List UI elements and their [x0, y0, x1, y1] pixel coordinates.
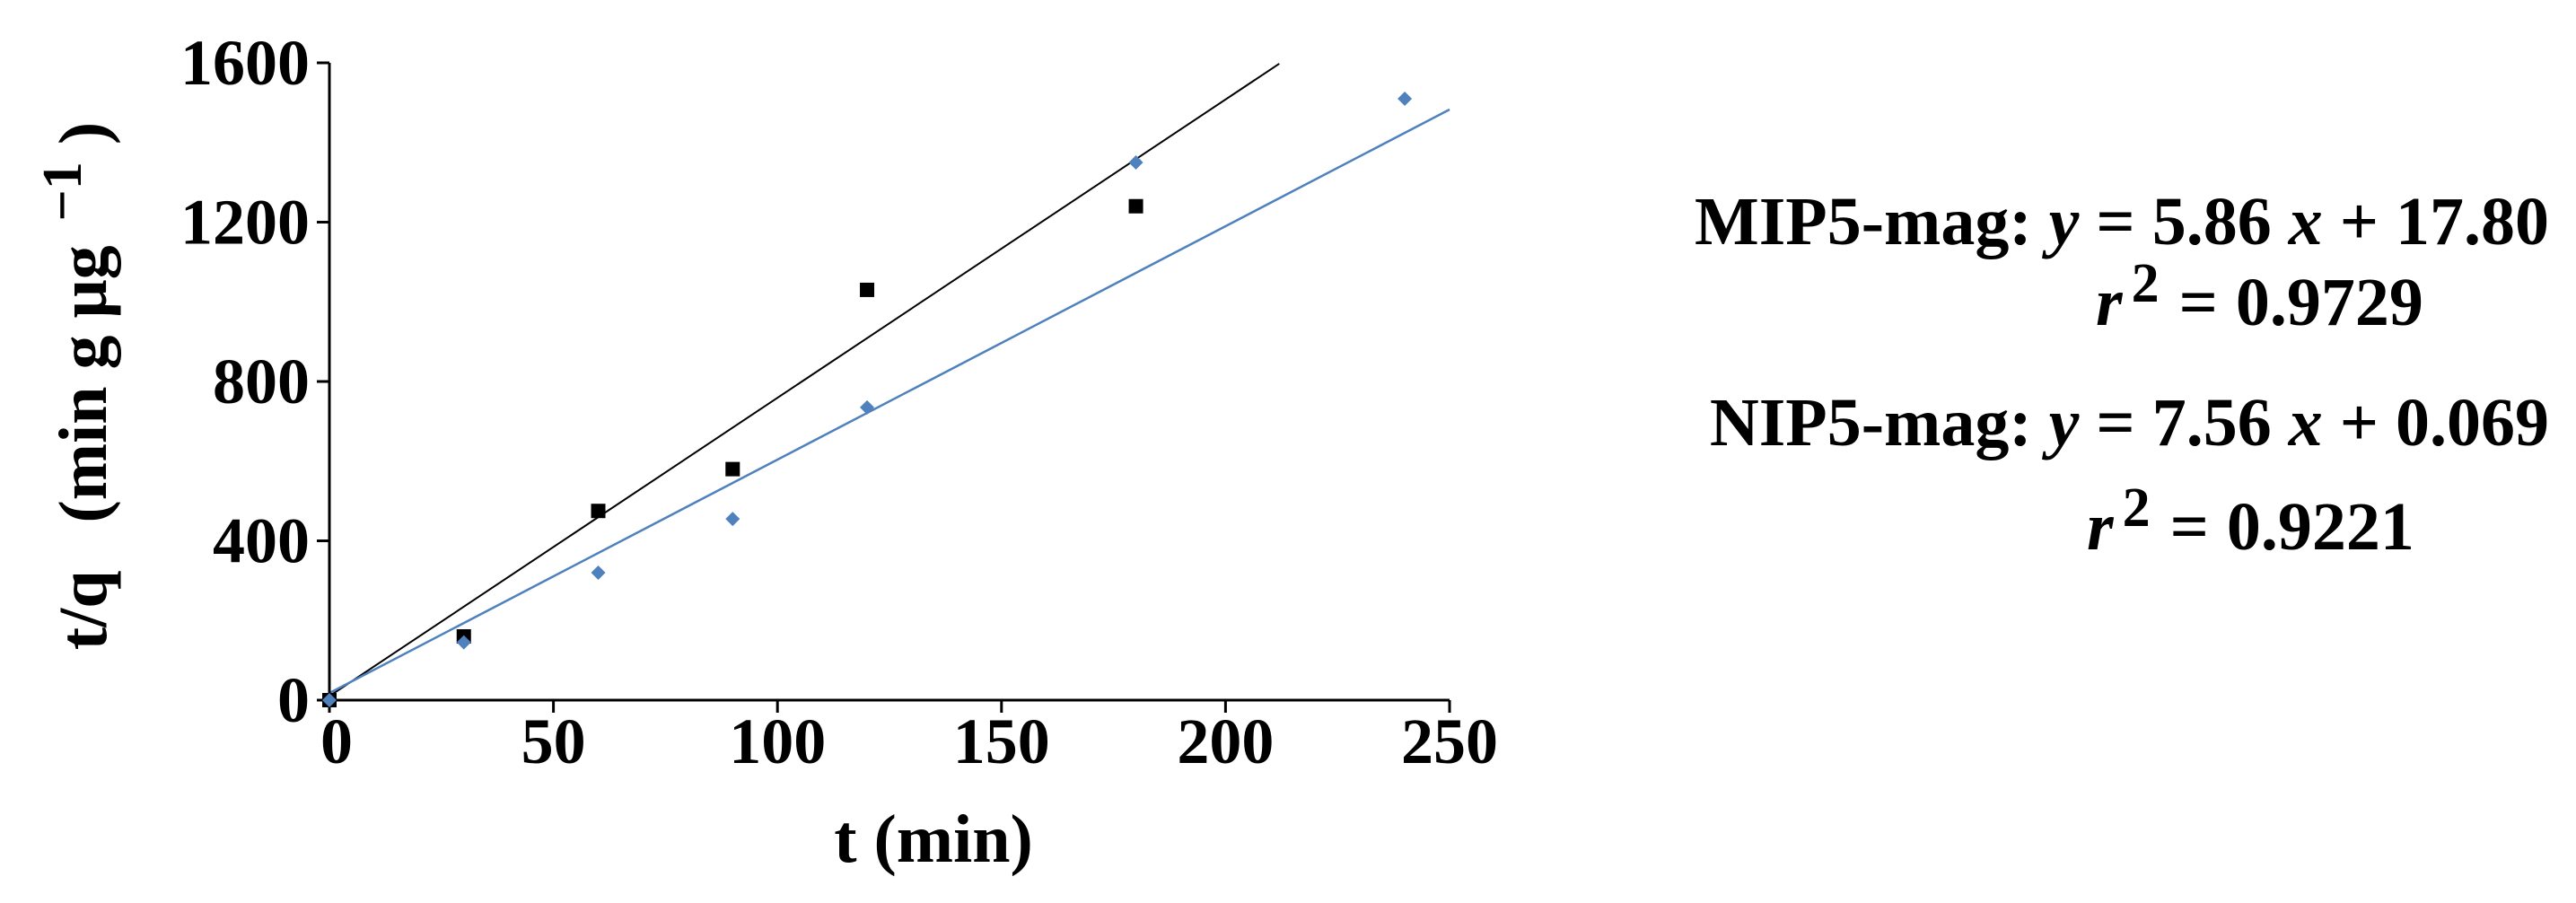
x-tick-label: 200 — [1177, 706, 1274, 777]
data-point-series-2 — [456, 635, 471, 650]
equation-nip: NIP5-mag: y = 7.56 x + 0.069 r 2 = 0.9221 — [1710, 385, 2549, 565]
data-point-series-2 — [322, 693, 337, 707]
equation-mip-x: x — [2288, 184, 2323, 259]
equation-nip-r-exp: 2 — [2123, 478, 2151, 539]
y-axis-title-exponent: −1 — [32, 162, 93, 221]
data-point-series-2 — [860, 399, 875, 415]
equation-mip-r-exp: 2 — [2132, 253, 2160, 314]
equation-mip-r-eq: = — [2179, 265, 2218, 340]
data-point-series-1 — [591, 504, 606, 519]
x-axis-title: t (min) — [834, 802, 1033, 877]
data-point-series-2 — [591, 565, 606, 580]
equation-mip-r-sym: r — [2096, 265, 2124, 340]
y-axis-title: t/q (min g μg −1 ) — [21, 122, 121, 650]
x-tick-label: 100 — [729, 706, 826, 777]
equation-mip-eq: = — [2096, 184, 2134, 259]
equation-nip-y: y — [2042, 385, 2080, 460]
equation-mip-plus: + — [2340, 184, 2379, 259]
equation-mip-r2-value: 0.9729 — [2236, 265, 2423, 340]
data-points — [322, 91, 1413, 707]
data-point-series-2 — [725, 512, 740, 527]
equation-mip-label: MIP5-mag: — [1695, 184, 2032, 259]
y-tick-label: 1200 — [180, 187, 310, 259]
data-point-series-2 — [1128, 154, 1143, 170]
equation-nip-r2-value: 0.9221 — [2227, 489, 2414, 565]
equation-mip-line: MIP5-mag: y = 5.86 x + 17.80 — [1695, 184, 2549, 259]
fit-line-series-2 — [329, 108, 1450, 695]
y-axis-title-main: t/q — [46, 571, 121, 651]
data-point-series-1 — [725, 461, 740, 477]
x-tick-label: 250 — [1401, 706, 1498, 777]
y-tick-label: 0 — [277, 664, 310, 736]
equation-nip-line: NIP5-mag: y = 7.56 x + 0.069 — [1710, 385, 2549, 460]
data-point-series-1 — [1128, 198, 1143, 214]
x-tick-label: 0 — [320, 706, 353, 777]
equation-mip-r2: r 2 = 0.9729 — [2096, 253, 2423, 340]
fit-lines — [329, 63, 1450, 697]
y-tick-label: 800 — [213, 346, 310, 417]
fit-line-series-1 — [329, 63, 1280, 697]
y-axis-title-units: (min g μg — [46, 245, 121, 522]
y-tick-label: 400 — [213, 505, 310, 577]
equation-nip-r-eq: = — [2170, 489, 2209, 565]
equation-mip: MIP5-mag: y = 5.86 x + 17.80 r 2 = 0.9729 — [1695, 184, 2549, 340]
equation-nip-eq: = — [2096, 385, 2134, 460]
equation-nip-intercept: 0.069 — [2396, 385, 2549, 460]
y-axis-title-close: ) — [46, 122, 121, 145]
equation-mip-slope: 5.86 — [2152, 184, 2272, 259]
data-point-series-1 — [860, 282, 875, 297]
x-tick-label: 50 — [521, 706, 586, 777]
y-tick-label: 1600 — [180, 27, 310, 99]
equation-nip-x: x — [2288, 385, 2323, 460]
equation-nip-r2: r 2 = 0.9221 — [2087, 478, 2414, 565]
equation-mip-y: y — [2042, 184, 2080, 259]
equation-mip-intercept: 17.80 — [2396, 184, 2549, 259]
ticks: 0 50 100 150 200 250 0 400 800 1200 1600 — [180, 27, 1498, 777]
x-tick-label: 150 — [953, 706, 1050, 777]
equation-nip-plus: + — [2340, 385, 2379, 460]
equation-nip-label: NIP5-mag: — [1710, 385, 2032, 460]
equation-nip-slope: 7.56 — [2152, 385, 2272, 460]
equation-nip-r-sym: r — [2087, 489, 2115, 565]
data-point-series-2 — [1398, 91, 1413, 106]
